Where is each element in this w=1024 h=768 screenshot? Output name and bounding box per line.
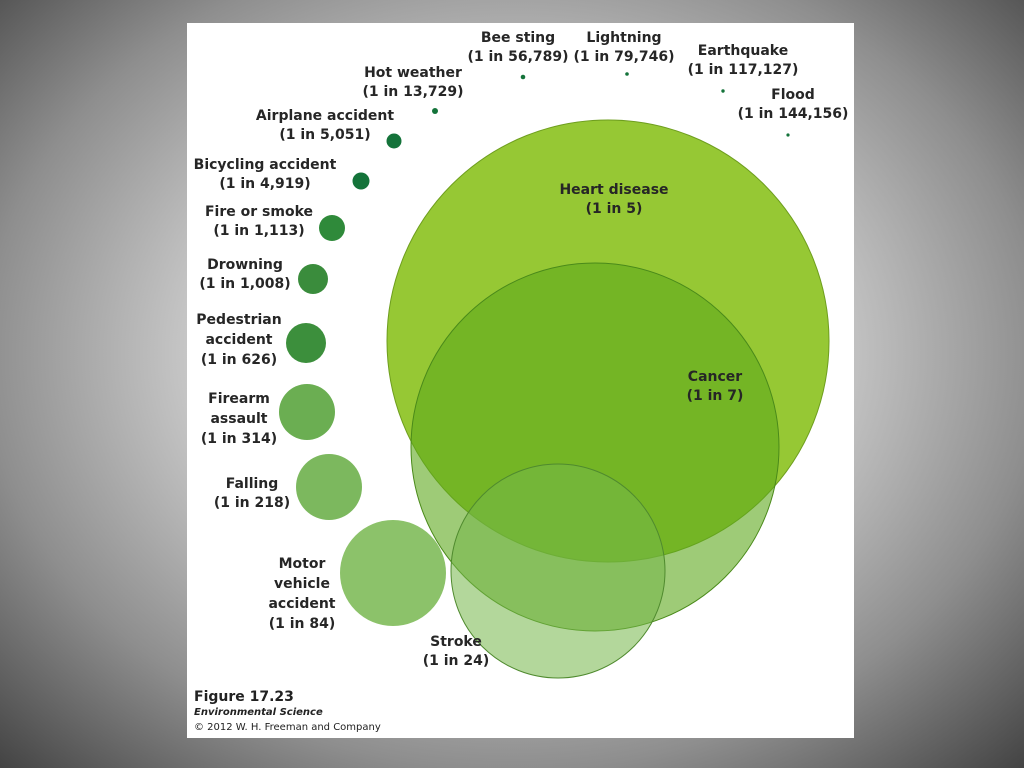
flood-circle — [786, 133, 790, 137]
earthquake-label: Earthquake (1 in 117,127) — [687, 43, 799, 78]
risk-circles-diagram — [279, 72, 830, 679]
stroke-label: Stroke (1 in 24) — [422, 634, 490, 669]
fire-label: Fire or smoke (1 in 1,113) — [204, 204, 314, 239]
bicycling-circle — [352, 172, 370, 190]
falling-circle — [296, 454, 362, 520]
lightning-label: Lightning (1 in 79,746) — [573, 30, 675, 65]
lightning-circle — [625, 72, 629, 76]
flood-label: Flood (1 in 144,156) — [737, 87, 849, 122]
bicycling-label: Bicycling accident (1 in 4,919) — [193, 157, 337, 192]
firearm-circle — [279, 384, 335, 440]
firearm-label: Firearm assault (1 in 314) — [200, 391, 278, 447]
motor-vehicle-circle — [340, 520, 446, 626]
figure-number: Figure 17.23 — [194, 689, 294, 705]
pedestrian-label: Pedestrian accident (1 in 626) — [196, 312, 282, 368]
cancer-label: Cancer (1 in 7) — [686, 369, 744, 404]
fire-circle — [319, 215, 345, 241]
hot-weather-circle — [432, 108, 438, 114]
airplane-label: Airplane accident (1 in 5,051) — [255, 108, 395, 143]
bee-sting-circle — [520, 74, 526, 80]
pedestrian-circle — [286, 323, 326, 363]
copyright-line: © 2012 W. H. Freeman and Company — [194, 722, 381, 733]
motor-vehicle-label: Motor vehicle accident (1 in 84) — [268, 556, 336, 632]
drowning-circle — [298, 264, 328, 294]
stroke-circle — [450, 463, 666, 679]
earthquake-circle — [721, 89, 725, 93]
figure-card: Heart disease (1 in 5) Cancer (1 in 7) S… — [187, 23, 854, 738]
heart-disease-label: Heart disease (1 in 5) — [559, 182, 669, 217]
hot-weather-label: Hot weather (1 in 13,729) — [362, 65, 464, 100]
bee-sting-label: Bee sting (1 in 56,789) — [467, 30, 569, 65]
book-title: Environmental Science — [194, 707, 323, 718]
drowning-label: Drowning (1 in 1,008) — [199, 257, 291, 292]
airplane-circle — [386, 133, 402, 149]
falling-label: Falling (1 in 218) — [213, 476, 291, 511]
